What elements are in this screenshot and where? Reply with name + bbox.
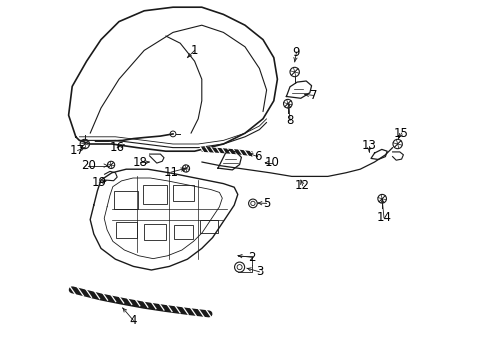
Text: 15: 15 [394, 127, 409, 140]
Text: 13: 13 [362, 139, 377, 152]
Text: 6: 6 [254, 150, 261, 163]
Text: 3: 3 [256, 265, 263, 278]
Text: 19: 19 [92, 176, 107, 189]
Text: 12: 12 [295, 179, 310, 192]
Text: 9: 9 [293, 46, 300, 59]
Text: 16: 16 [110, 141, 124, 154]
Text: 2: 2 [248, 251, 256, 264]
Text: 17: 17 [70, 144, 85, 157]
Text: 20: 20 [81, 159, 96, 172]
Text: 8: 8 [286, 114, 294, 127]
Text: 5: 5 [263, 197, 270, 210]
Text: 7: 7 [310, 89, 317, 102]
Text: 11: 11 [164, 166, 179, 179]
Text: 1: 1 [191, 44, 198, 57]
Text: 4: 4 [130, 314, 137, 327]
Text: 10: 10 [265, 156, 279, 169]
Text: 14: 14 [376, 211, 392, 224]
Text: 18: 18 [133, 156, 148, 169]
